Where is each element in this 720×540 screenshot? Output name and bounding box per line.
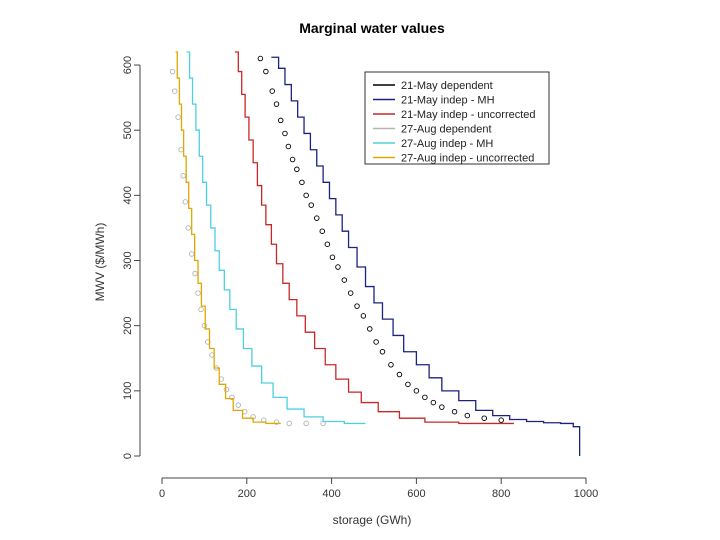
x-tick-label: 0 [159, 488, 165, 500]
data-point [277, 117, 284, 124]
data-point [373, 339, 379, 345]
series-5 [186, 51, 366, 425]
data-point [257, 55, 264, 62]
legend-entry: 21-May dependent [401, 80, 493, 92]
legend-entry: 21-May indep - MH [401, 95, 495, 107]
data-point [464, 412, 471, 419]
x-tick-label: 600 [407, 488, 425, 500]
data-point [263, 68, 269, 75]
x-tick-label: 800 [492, 488, 510, 500]
data-point [335, 264, 341, 270]
data-point [175, 114, 181, 120]
data-point [481, 415, 487, 421]
data-point [195, 290, 201, 296]
legend-entry: 27-Aug indep - MH [401, 138, 493, 150]
legend: 21-May dependent 21-May indep - MH 21-May … [364, 71, 550, 165]
data-point [294, 166, 300, 173]
data-point [273, 419, 280, 425]
data-point [451, 408, 458, 415]
data-point [388, 362, 394, 368]
data-point [185, 225, 192, 231]
data-point [235, 402, 242, 408]
data-point [282, 130, 288, 137]
series-3 [234, 51, 514, 425]
data-point [182, 199, 189, 205]
y-tick-label: 0 [122, 453, 134, 459]
x-axis: 0 200 400 600 800 1000 [159, 477, 598, 500]
legend-box [364, 71, 550, 165]
data-point [201, 322, 208, 329]
data-point [303, 192, 309, 199]
y-tick-label: 300 [122, 251, 134, 269]
x-axis-label: storage (GWh) [333, 513, 412, 527]
data-point [396, 371, 403, 378]
data-point [180, 173, 186, 179]
data-point [347, 290, 354, 296]
y-axis: 0 100 200 300 400 500 600 [122, 56, 141, 459]
series-line [186, 51, 366, 425]
series-line [271, 56, 581, 456]
data-point [360, 313, 367, 319]
x-tick-label: 200 [238, 488, 256, 500]
legend-entry: 27-Aug indep - uncorrected [401, 153, 534, 165]
data-point [354, 303, 360, 309]
data-point [329, 254, 336, 261]
legend-entry: 27-Aug dependent [401, 124, 492, 136]
data-point [269, 88, 275, 94]
data-point [439, 404, 445, 410]
y-axis-label: MWV ($/MWh) [93, 223, 107, 302]
data-point [223, 386, 230, 393]
legend-entry: 21-May indep - uncorrected [401, 109, 536, 121]
x-tick-label: 400 [322, 488, 340, 500]
data-point [405, 381, 411, 388]
series-2 [271, 56, 581, 456]
data-point [413, 388, 420, 394]
data-point [303, 420, 309, 427]
x-tick-label: 1000 [574, 488, 598, 500]
data-point [422, 394, 428, 401]
data-point [341, 277, 348, 283]
y-tick-label: 500 [122, 121, 134, 139]
data-point [178, 146, 184, 153]
data-point [229, 394, 235, 401]
data-point [273, 101, 280, 107]
data-point [299, 179, 305, 186]
data-point [324, 241, 331, 247]
chart-title: Marginal water values [299, 20, 445, 36]
data-point [379, 348, 386, 355]
data-point [289, 156, 296, 163]
series-6 [175, 51, 281, 425]
series-layer [169, 51, 581, 456]
data-point [367, 326, 373, 332]
series-1 [257, 55, 504, 423]
data-point [314, 215, 320, 221]
series-line [175, 51, 281, 425]
data-point [198, 306, 204, 313]
data-point [498, 417, 504, 423]
y-tick-label: 100 [122, 382, 134, 400]
series-line [234, 51, 514, 425]
data-point [319, 228, 326, 234]
series-4 [169, 68, 326, 427]
data-point [188, 251, 195, 257]
data-point [169, 68, 176, 75]
y-tick-label: 600 [122, 56, 134, 74]
y-tick-label: 400 [122, 186, 134, 204]
data-point [285, 143, 292, 150]
data-point [171, 88, 178, 94]
data-point [286, 420, 292, 427]
data-point [430, 399, 437, 406]
data-point [192, 270, 198, 277]
data-point [308, 202, 314, 208]
y-tick-label: 200 [122, 316, 134, 334]
